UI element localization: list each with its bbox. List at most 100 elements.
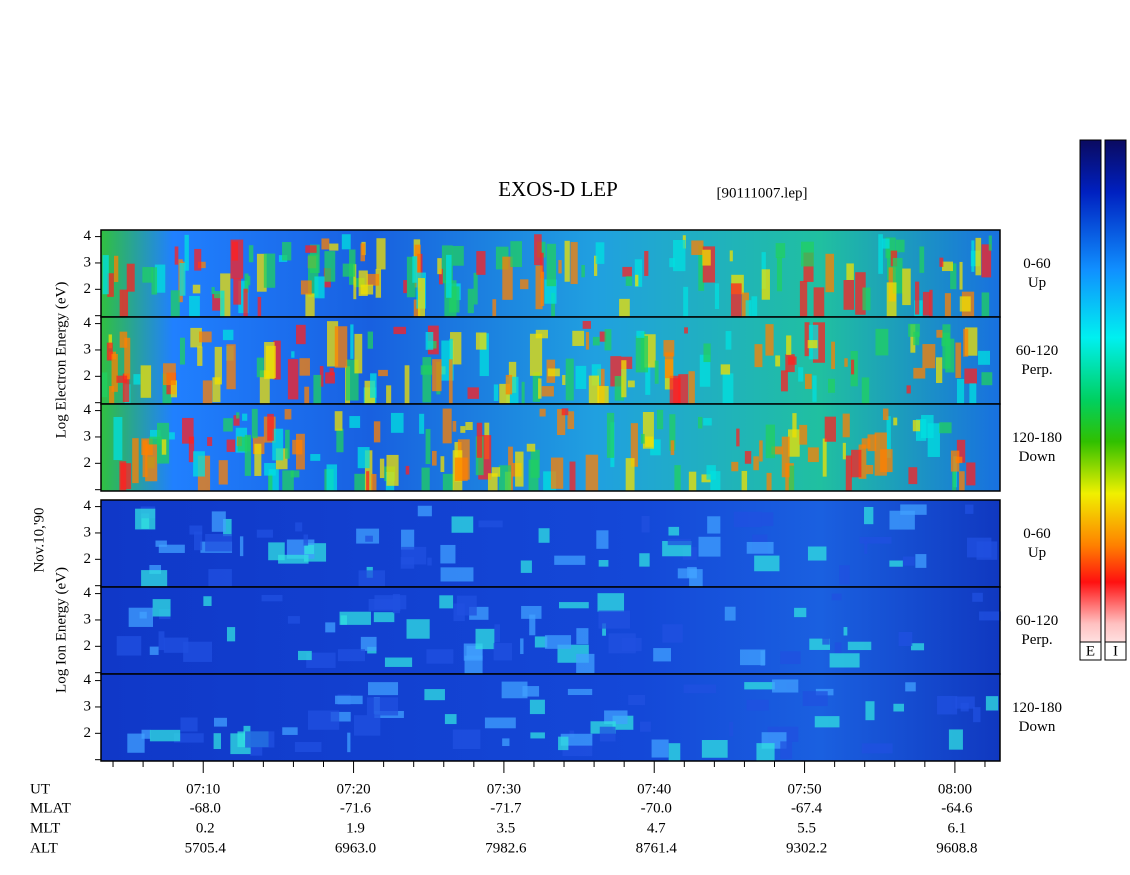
- texture: [442, 473, 454, 491]
- texture: [484, 717, 516, 729]
- texture: [340, 615, 347, 625]
- texture: [929, 289, 933, 317]
- texture: [367, 331, 373, 349]
- texture: [959, 261, 963, 290]
- y-tick-label: 3: [84, 254, 92, 270]
- texture: [360, 636, 377, 651]
- texture: [846, 263, 854, 280]
- texture: [973, 707, 981, 723]
- texture: [902, 556, 915, 566]
- x-tick-label: 07:50: [787, 781, 821, 797]
- texture: [858, 444, 867, 479]
- date-label: Nov.10,'90: [31, 507, 47, 572]
- texture: [913, 367, 926, 379]
- texture: [233, 277, 242, 305]
- texture: [412, 256, 418, 283]
- texture: [353, 715, 381, 736]
- texture: [102, 255, 109, 295]
- texture: [595, 242, 605, 264]
- texture: [602, 623, 606, 636]
- texture: [668, 743, 681, 761]
- texture: [342, 263, 356, 277]
- texture: [327, 321, 339, 367]
- texture: [895, 239, 905, 253]
- y-tick-label: 3: [84, 698, 92, 714]
- colorbar-label: E: [1086, 643, 1095, 659]
- texture: [597, 386, 609, 404]
- texture: [168, 432, 175, 440]
- texture: [955, 342, 962, 378]
- texture: [598, 610, 631, 629]
- texture: [287, 359, 299, 400]
- texture: [183, 641, 212, 662]
- texture: [155, 540, 167, 547]
- texture: [128, 607, 154, 627]
- texture: [368, 682, 399, 696]
- texture: [296, 324, 306, 345]
- texture: [163, 363, 176, 386]
- texture: [756, 743, 775, 761]
- texture: [529, 333, 543, 376]
- texture: [335, 695, 363, 705]
- texture: [882, 408, 889, 421]
- panel-label: 60-120: [1016, 343, 1059, 359]
- texture: [581, 265, 585, 278]
- texture: [371, 473, 377, 491]
- texture: [149, 564, 162, 574]
- texture: [703, 343, 711, 363]
- panel-label: 60-120: [1016, 613, 1059, 629]
- texture: [610, 356, 622, 387]
- texture: [456, 595, 477, 616]
- texture: [365, 535, 373, 542]
- texture: [243, 288, 248, 317]
- texture: [699, 354, 711, 387]
- texture: [557, 409, 566, 436]
- texture: [304, 545, 315, 555]
- texture: [267, 413, 274, 441]
- texture: [154, 264, 166, 293]
- texture: [834, 642, 842, 656]
- texture: [730, 283, 742, 317]
- texture: [347, 732, 351, 753]
- y-tick-label: 2: [84, 455, 92, 471]
- panel-label: 120-180: [1012, 430, 1062, 446]
- texture: [304, 386, 310, 404]
- texture: [644, 334, 656, 368]
- texture: [370, 373, 377, 398]
- texture: [476, 251, 486, 275]
- texture: [698, 536, 721, 557]
- texture: [622, 266, 632, 277]
- texture: [244, 273, 249, 293]
- texture: [799, 424, 808, 445]
- texture: [786, 335, 792, 355]
- texture: [366, 471, 370, 491]
- texture: [465, 422, 473, 431]
- texture: [731, 461, 739, 472]
- texture: [214, 291, 225, 299]
- ephemeris-name: MLAT: [30, 800, 71, 816]
- texture: [950, 263, 957, 290]
- texture: [330, 711, 351, 722]
- texture: [417, 505, 432, 517]
- texture: [885, 237, 896, 259]
- texture: [122, 373, 130, 403]
- y-tick-label: 3: [84, 341, 92, 357]
- panel-frame: [100, 403, 1001, 492]
- texture: [211, 287, 215, 295]
- texture: [842, 442, 846, 460]
- texture: [978, 350, 991, 365]
- texture: [604, 329, 612, 351]
- texture: [620, 356, 633, 369]
- x-tick-label: 07:20: [336, 781, 370, 797]
- texture: [558, 736, 569, 751]
- texture: [959, 296, 971, 312]
- texture: [803, 252, 814, 282]
- texture: [621, 360, 627, 398]
- texture: [775, 355, 781, 367]
- texture: [567, 411, 575, 430]
- texture: [669, 258, 675, 268]
- texture: [350, 324, 354, 359]
- texture: [298, 650, 312, 661]
- texture: [678, 374, 689, 404]
- texture: [521, 381, 525, 404]
